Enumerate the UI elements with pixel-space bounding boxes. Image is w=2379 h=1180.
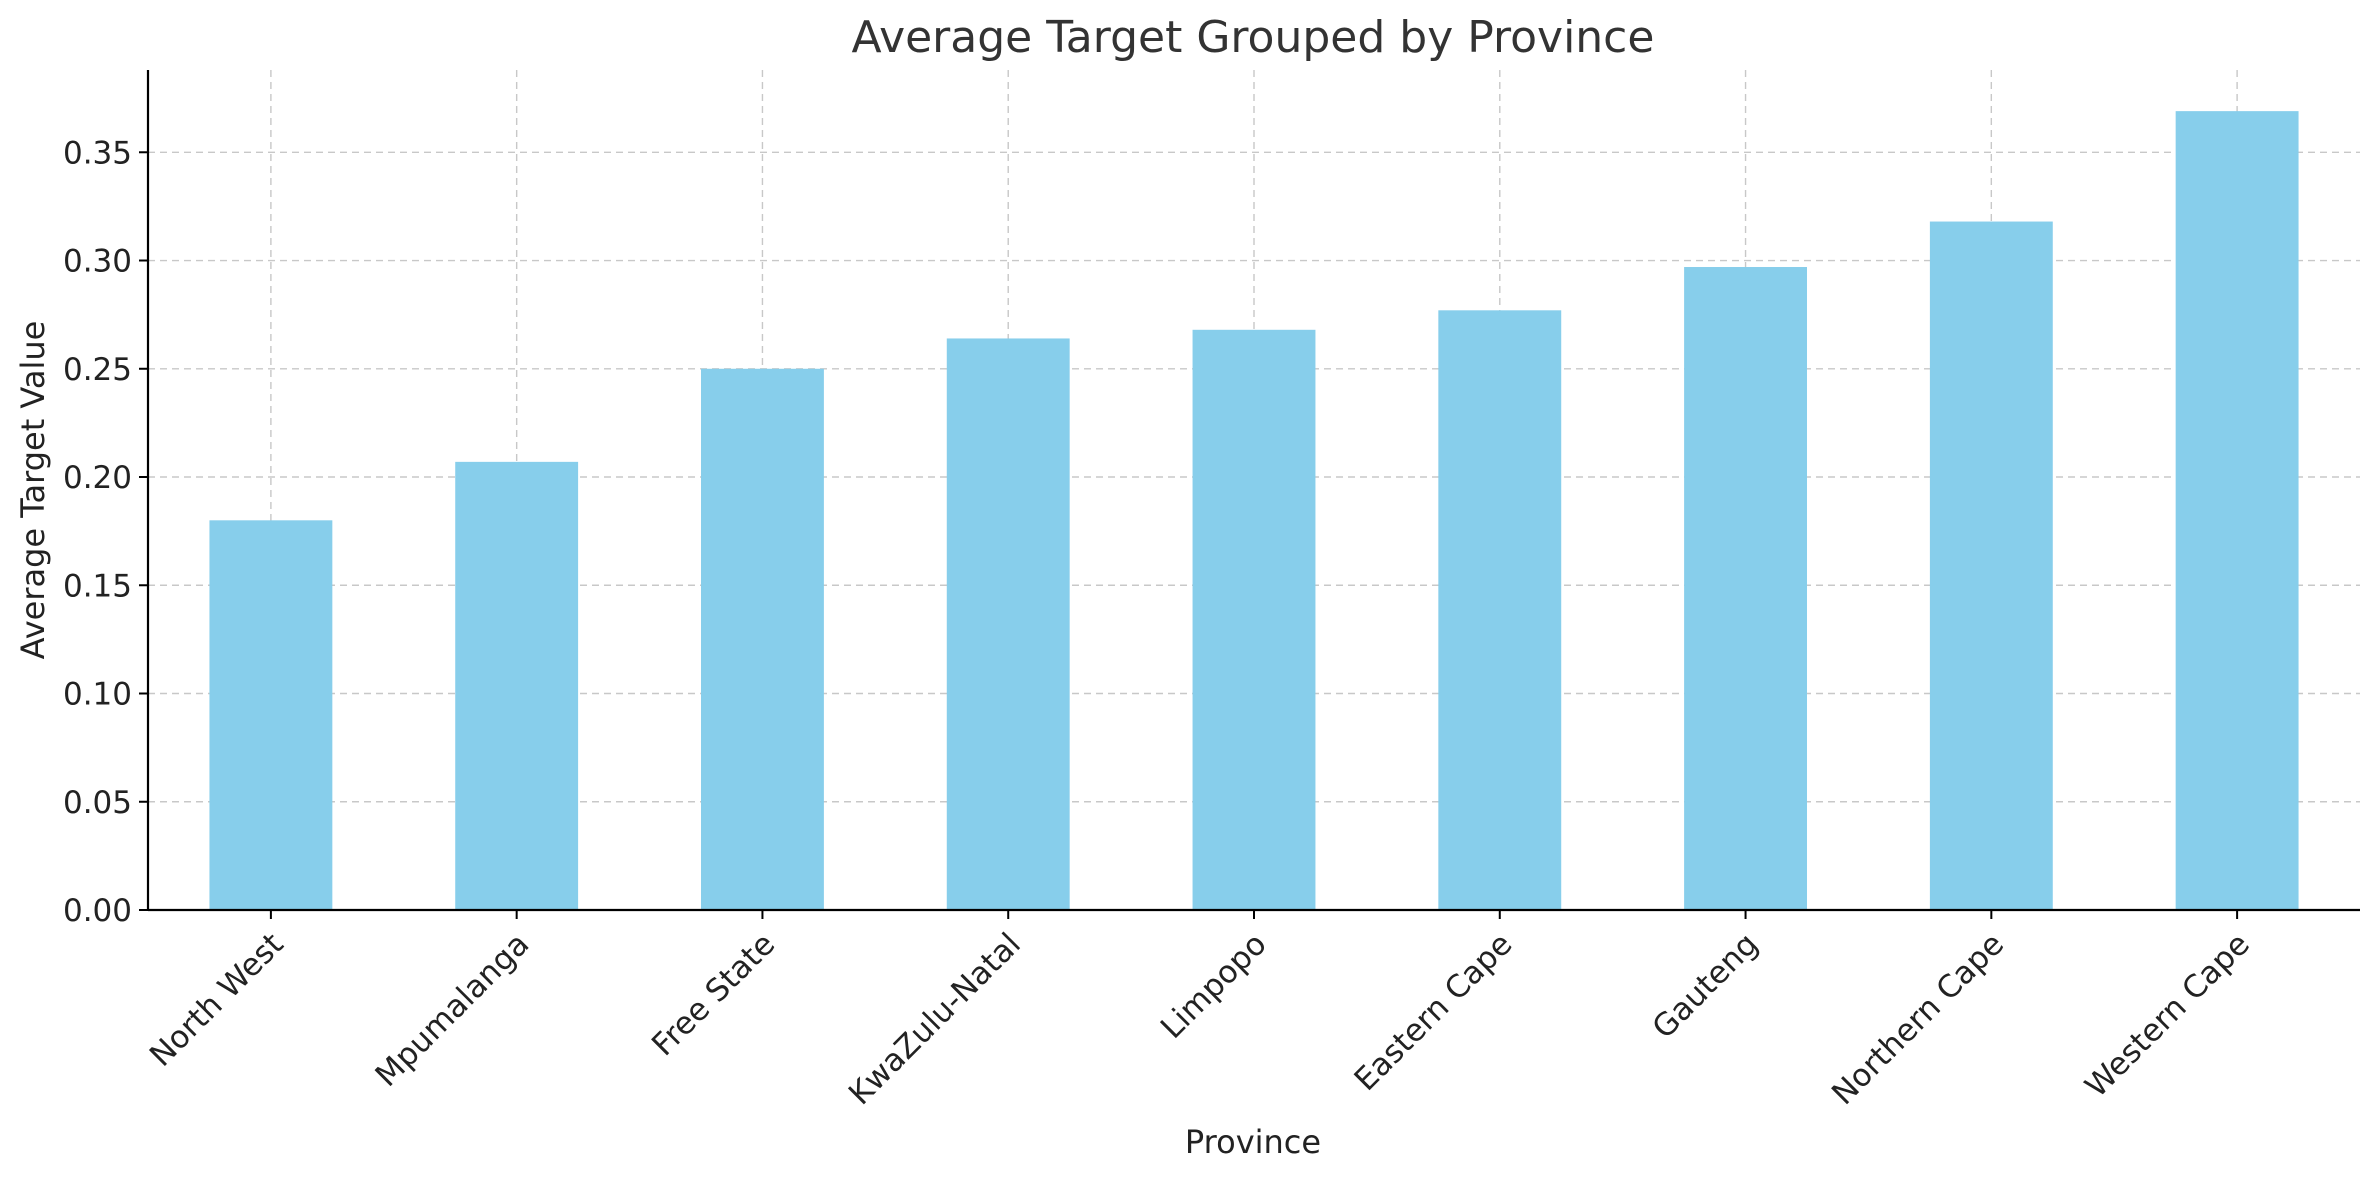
x-tick-label: North West: [143, 926, 291, 1074]
bar-eastern-cape: [1438, 310, 1562, 910]
y-tick-label: 0.00: [63, 893, 132, 929]
y-tick-label: 0.15: [63, 568, 132, 604]
bar-gauteng: [1684, 267, 1807, 910]
y-tick-label: 0.30: [63, 244, 132, 280]
y-tick-label: 0.25: [63, 352, 132, 388]
y-tick-label: 0.05: [63, 785, 132, 821]
ticks-layer: 0.00 0.05 0.10 0.15 0.20 0.25 0.30 0.35 North We…: [63, 135, 2257, 1112]
y-tick-label: 0.35: [63, 135, 132, 171]
bar-north-west: [209, 520, 333, 910]
x-tick-label: Eastern Cape: [1348, 926, 1520, 1098]
bar-kwazulu-natal: [946, 338, 1070, 910]
y-tick-label: 0.20: [63, 460, 132, 496]
x-tick-label: Mpumalanga: [369, 926, 537, 1094]
x-tick-label: Free State: [645, 926, 782, 1063]
x-tick-label: Gauteng: [1646, 926, 1766, 1046]
x-tick-label: Limpopo: [1154, 926, 1274, 1046]
bars-layer: [209, 111, 2299, 910]
x-tick-label: Western Cape: [2078, 926, 2256, 1104]
bar-free-state: [701, 368, 824, 910]
y-axis-label: Average Target Value: [14, 321, 52, 660]
x-tick-label: Northern Cape: [1825, 926, 2011, 1112]
bar-western-cape: [2175, 111, 2299, 910]
x-axis-label: Province: [1185, 1123, 1321, 1161]
chart-title: Average Target Grouped by Province: [852, 12, 1655, 63]
bar-limpopo: [1192, 329, 1316, 910]
bar-northern-cape: [1929, 221, 2053, 910]
y-tick-label: 0.10: [63, 677, 132, 713]
bar-mpumalanga: [455, 461, 579, 910]
x-tick-label: KwaZulu-Natal: [842, 926, 1028, 1112]
